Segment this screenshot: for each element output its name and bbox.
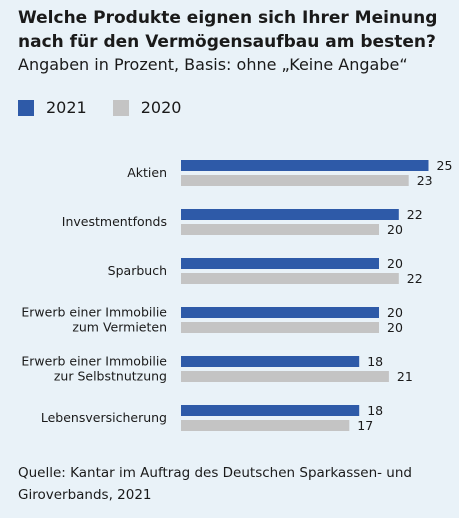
legend-label-2021: 2021	[46, 98, 87, 117]
data-label-2020-3: 20	[387, 320, 403, 335]
source-note: Quelle: Kantar im Auftrag des Deutschen …	[18, 465, 412, 503]
data-label-2020-4: 21	[397, 369, 413, 384]
legend-swatch-2021	[18, 99, 34, 116]
category-label-4-0: Erwerb einer Immobilie	[21, 354, 167, 369]
bar-2021-3	[181, 307, 379, 318]
category-label-4-1: zur Selbstnutzung	[54, 369, 167, 384]
bar-2020-5	[181, 420, 350, 431]
bar-2020-4	[181, 371, 389, 382]
category-label-2-0: Sparbuch	[108, 263, 167, 278]
data-label-2020-2: 22	[407, 271, 423, 286]
bar-2020-0	[181, 175, 409, 186]
legend-item-2020: 2020	[112, 98, 182, 117]
legend-label-2020: 2020	[140, 98, 182, 117]
category-label-1-0: Investmentfonds	[62, 214, 167, 229]
data-label-2020-5: 17	[357, 418, 373, 433]
chart-title: Welche Produkte eignen sich Ihrer Meinun…	[18, 8, 438, 52]
data-label-2021-5: 18	[367, 403, 383, 418]
category-label-3-0: Erwerb einer Immobilie	[21, 305, 167, 320]
legend-swatch-2020	[112, 99, 129, 116]
bar-2020-2	[181, 273, 399, 284]
bar-2021-1	[181, 209, 399, 220]
bar-2021-2	[181, 258, 379, 269]
data-label-2021-3: 20	[387, 305, 403, 320]
bar-2021-0	[181, 160, 429, 171]
data-label-2021-0: 25	[437, 158, 453, 173]
bar-2020-1	[181, 224, 379, 235]
legend: 2021 2020	[18, 98, 207, 117]
bar-2021-4	[181, 356, 360, 367]
bar-2020-3	[181, 322, 379, 333]
data-label-2020-1: 20	[387, 222, 403, 237]
category-label-0-0: Aktien	[127, 165, 167, 180]
bar-2021-5	[181, 405, 360, 416]
chart-subtitle: Angaben in Prozent, Basis: ohne „Keine A…	[18, 55, 408, 74]
category-label-3-1: zum Vermieten	[72, 320, 167, 335]
category-label-5-0: Lebensversicherung	[41, 410, 167, 425]
data-label-2021-4: 18	[367, 354, 383, 369]
data-label-2021-1: 22	[407, 207, 423, 222]
data-label-2021-2: 20	[387, 256, 403, 271]
data-label-2020-0: 23	[417, 173, 433, 188]
legend-item-2021: 2021	[18, 98, 87, 117]
